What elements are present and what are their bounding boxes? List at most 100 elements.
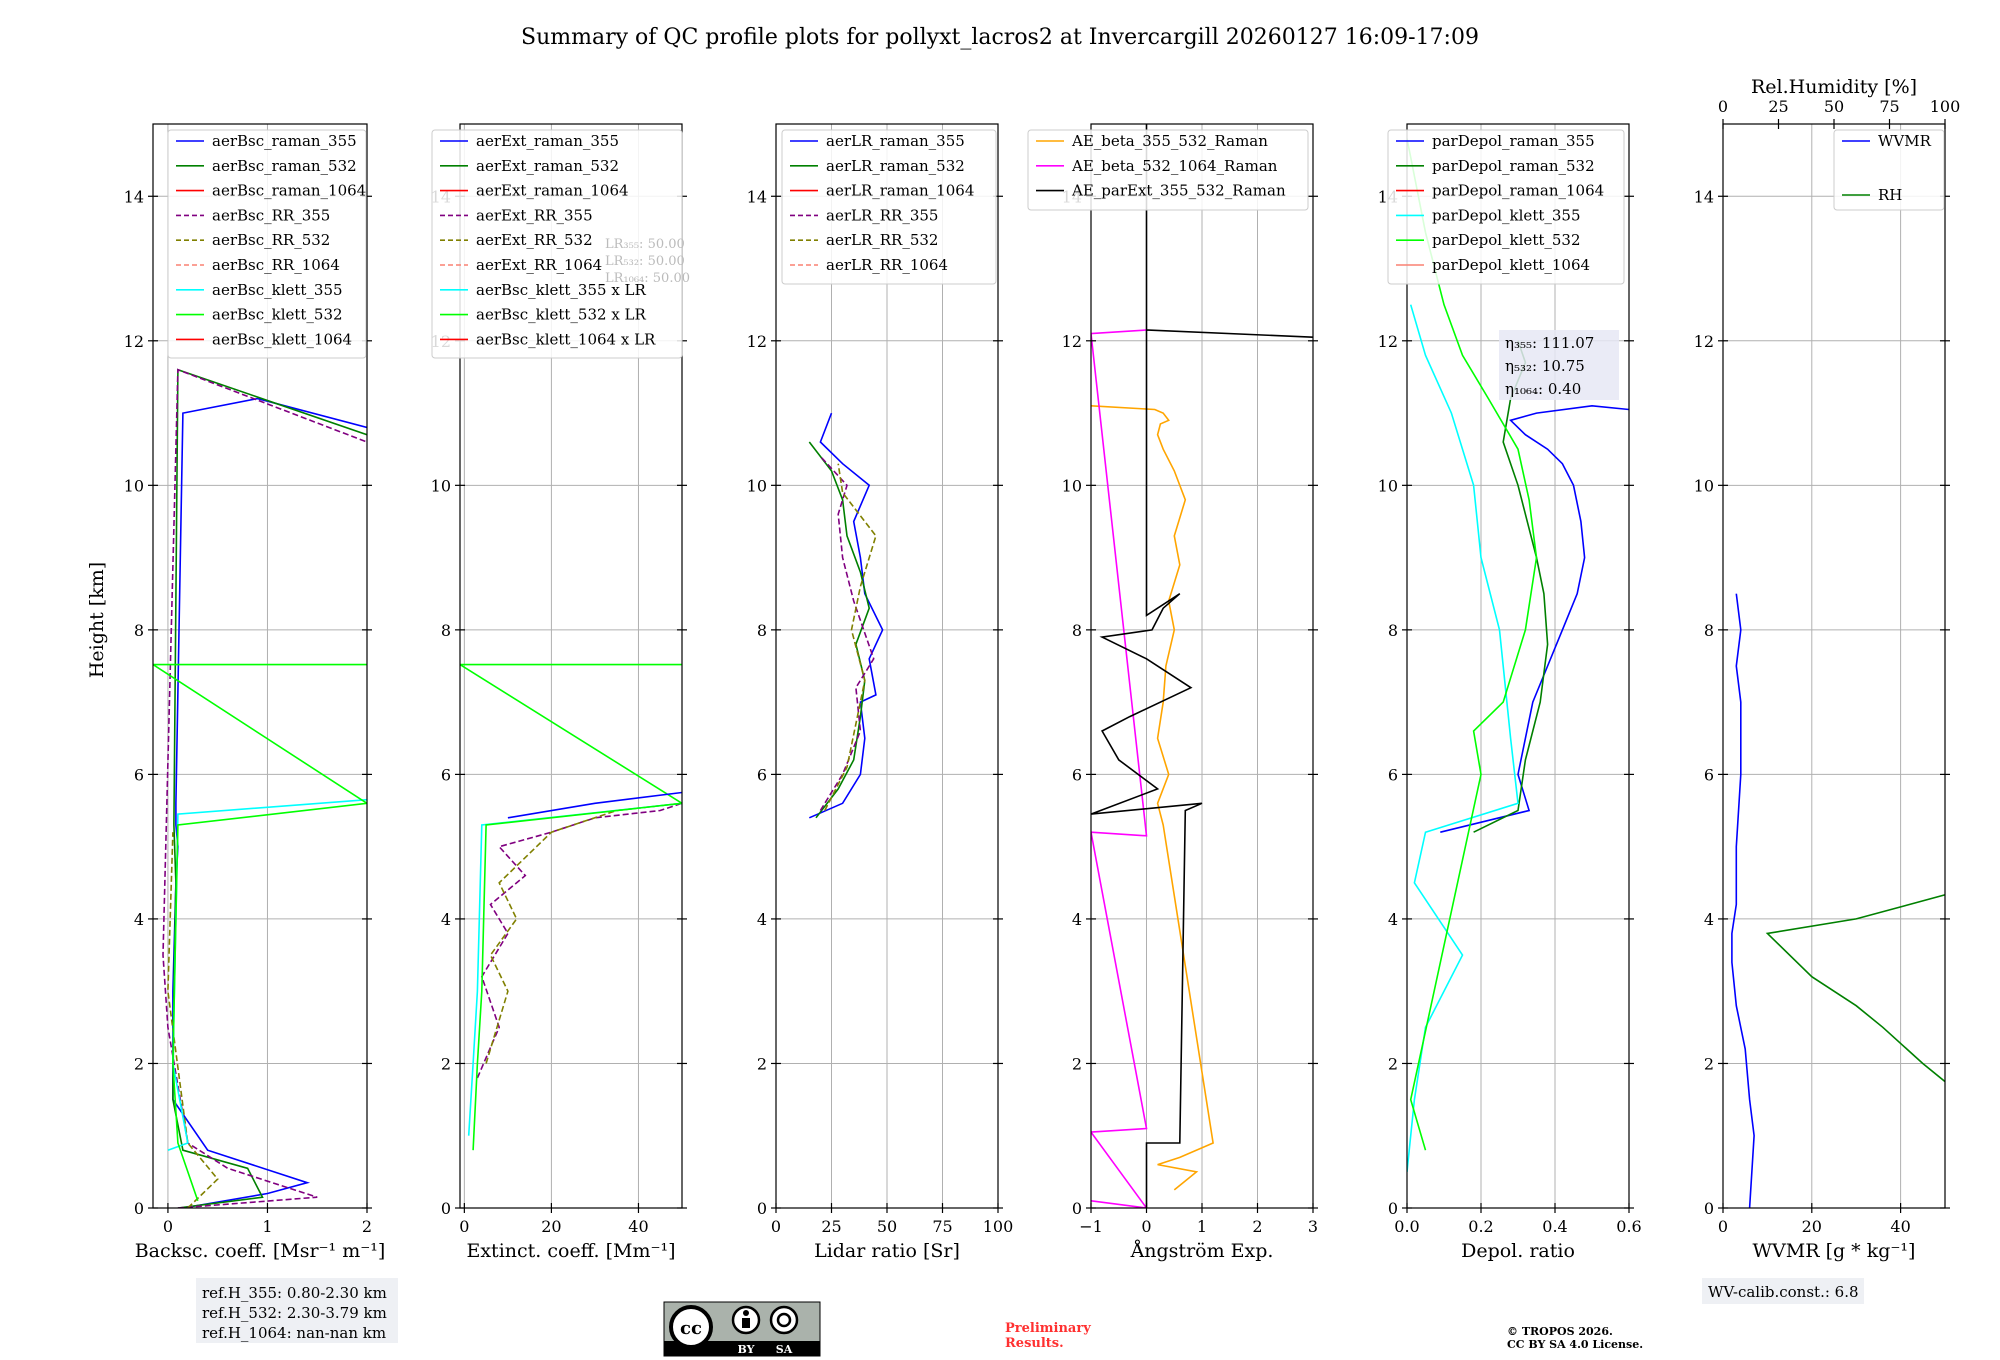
- legend-label: aerBsc_RR_355: [212, 206, 330, 224]
- series-group: [153, 368, 367, 1208]
- legend-label: parDepol_klett_355: [1432, 206, 1581, 224]
- ref-h-1064: ref.H_1064: nan-nan km: [202, 1324, 386, 1342]
- y-tick-label: 8: [1072, 621, 1082, 640]
- legend-label: AE_beta_355_532_Raman: [1071, 132, 1268, 150]
- x-axis-label: Backsc. coeff. [Msr⁻¹ m⁻¹]: [135, 1240, 386, 1262]
- y-tick-label: 8: [1388, 621, 1398, 640]
- series-group: [1407, 138, 1629, 1172]
- legend-label: parDepol_raman_532: [1432, 157, 1595, 175]
- series-AE_parExt_355_532_Raman: [1091, 124, 1313, 1208]
- legend-box: [431, 129, 683, 359]
- axes-frame: [459, 123, 683, 1209]
- legend-label: aerBsc_raman_532: [212, 157, 357, 175]
- x-tick-label: 0.2: [1468, 1217, 1493, 1236]
- x-tick-label: 1: [262, 1217, 272, 1236]
- series-aerExt_RR_355: [476, 802, 682, 1079]
- y-tick-label: 12: [124, 332, 144, 351]
- legend-label: AE_parExt_355_532_Raman: [1071, 182, 1286, 200]
- legend: aerLR_raman_355 aerLR_raman_532 aerLR_rama…: [781, 129, 997, 285]
- legend-label: parDepol_klett_1064: [1432, 256, 1590, 274]
- legend-box: [781, 129, 997, 285]
- legend-label: parDepol_raman_355: [1432, 132, 1595, 150]
- y-tick-label: 10: [124, 476, 144, 495]
- y-tick-label: 6: [757, 765, 767, 784]
- x-tick-label: 50: [877, 1217, 897, 1236]
- legend-label: parDepol_klett_532: [1432, 231, 1581, 249]
- y-tick-label: 6: [1704, 765, 1714, 784]
- series-group: [460, 663, 682, 1151]
- cc-logo-text: cc: [680, 1318, 702, 1339]
- y-tick-label: 8: [134, 621, 144, 640]
- x-tick-label: 25: [821, 1217, 841, 1236]
- legend-label: aerLR_raman_1064: [826, 182, 974, 200]
- x-tick-label: 1: [1197, 1217, 1207, 1236]
- series-AE_beta_355_532_Raman: [1091, 405, 1214, 1191]
- legend-box: [167, 129, 367, 359]
- y-tick-label: 2: [1704, 1054, 1714, 1073]
- eta-annotation: η₃₅₅: 111.07: [1505, 334, 1594, 352]
- legend-box: [1387, 129, 1625, 285]
- axes-frame: [1722, 123, 1946, 1209]
- by-label: BY: [738, 1343, 755, 1356]
- y-tick-label: 12: [747, 332, 767, 351]
- x-tick-label: 40: [1890, 1217, 1910, 1236]
- cc-logo-icon: [669, 1305, 713, 1349]
- legend-label: aerBsc_RR_1064: [212, 256, 340, 274]
- y-tick-label: 4: [1072, 910, 1082, 929]
- x-tick-label: 0: [163, 1217, 173, 1236]
- ref-h-355: ref.H_355: 0.80-2.30 km: [202, 1284, 387, 1302]
- x-tick-label: 100: [983, 1217, 1014, 1236]
- x-tick-label: 0.4: [1542, 1217, 1567, 1236]
- panel-wv: 0 2 4 6 8 10 12 14 0 20 40 WVMR [g * kg⁻¹] 0 25 50 75 10…: [1694, 76, 1961, 1262]
- y-tick-label: 12: [1378, 332, 1398, 351]
- y-tick-label: 4: [1388, 910, 1398, 929]
- copyright-line2: CC BY SA 4.0 License.: [1507, 1338, 1643, 1351]
- x-tick-label: 2: [362, 1217, 372, 1236]
- lr-annotation: LR₁₀₆₄: 50.00: [605, 271, 690, 286]
- legend: AE_beta_355_532_Raman AE_beta_532_1064_Ra…: [1027, 129, 1309, 211]
- y-tick-label: 2: [1072, 1054, 1082, 1073]
- panel-ext: 0246810121402040Extinct. coeff. [Mm⁻¹]ae…: [431, 123, 690, 1262]
- x-tick-label: 0: [1141, 1217, 1151, 1236]
- x-tick-label: 20: [1802, 1217, 1822, 1236]
- series-aerLR_RR_355: [819, 455, 875, 811]
- legend-label: aerBsc_klett_532: [212, 306, 343, 324]
- y-tick-label: 12: [1062, 332, 1082, 351]
- x-tick-label: 40: [628, 1217, 648, 1236]
- legend-label: AE_beta_532_1064_Raman: [1071, 157, 1278, 175]
- legend-label: aerLR_RR_355: [826, 206, 938, 224]
- series-aerBsc_raman_532: [172, 368, 367, 1208]
- legend: parDepol_raman_355 parDepol_raman_532 parD…: [1387, 129, 1625, 285]
- series-aerLR_RR_532: [824, 463, 877, 811]
- y-tick-label: 0: [1704, 1199, 1714, 1218]
- copyright-line1: © TROPOS 2026.: [1507, 1325, 1613, 1338]
- series-parDepol_klett_355: [1407, 304, 1519, 1172]
- axes-frame: [1406, 123, 1630, 1209]
- legend: aerBsc_raman_355 aerBsc_raman_532 aerBsc_r…: [167, 129, 367, 359]
- legend-label: aerExt_raman_355: [476, 132, 619, 150]
- legend-label: parDepol_raman_1064: [1432, 182, 1604, 200]
- y-tick-label: 8: [441, 621, 451, 640]
- x-axis-label: Lidar ratio [Sr]: [814, 1240, 960, 1262]
- legend-label: aerLR_RR_1064: [826, 256, 948, 274]
- legend-label: aerBsc_klett_1064: [212, 330, 352, 348]
- x-tick-label: −1: [1079, 1217, 1103, 1236]
- legend-label: aerExt_raman_532: [476, 157, 619, 175]
- series-WVMR: [1731, 593, 1755, 1208]
- legend-label: aerExt_RR_532: [476, 231, 593, 249]
- series-RH (upper axis %): [1765, 894, 1945, 1083]
- x-axis-label: WVMR [g * kg⁻¹]: [1753, 1240, 1916, 1262]
- y-tick-label: 6: [134, 765, 144, 784]
- legend-label: aerExt_RR_1064: [476, 256, 602, 274]
- top-x-tick-label: 50: [1824, 97, 1844, 116]
- legend-label: aerBsc_klett_355: [212, 281, 343, 299]
- y-tick-label: 12: [1694, 332, 1714, 351]
- legend-label: WVMR: [1878, 132, 1932, 150]
- x-tick-label: 0: [771, 1217, 781, 1236]
- lr-annotation: LR₅₃₂: 50.00: [605, 254, 685, 269]
- y-tick-label: 6: [1388, 765, 1398, 784]
- series-aerLR_raman_355: [808, 412, 884, 819]
- eta-annotation: η₅₃₂: 10.75: [1505, 357, 1585, 375]
